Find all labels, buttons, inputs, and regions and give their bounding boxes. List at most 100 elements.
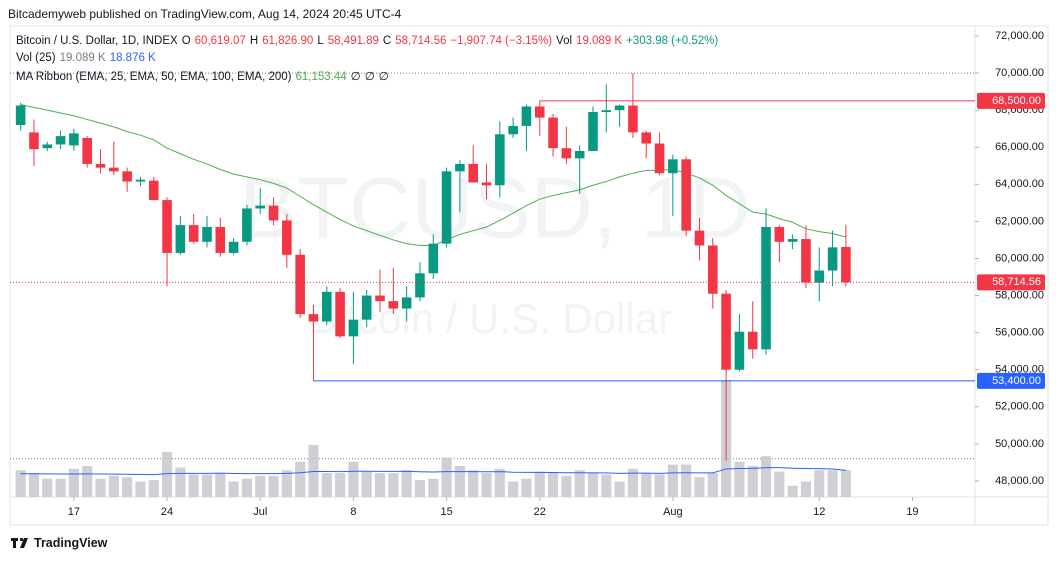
candle-body xyxy=(841,247,851,283)
volume-bar xyxy=(42,478,53,497)
volume-bar xyxy=(308,444,319,497)
candle-body xyxy=(774,226,785,242)
watermark-symbol: BTCUSD, 1D xyxy=(239,161,750,257)
volume-bar xyxy=(361,471,372,497)
volume-bar xyxy=(481,473,492,497)
candle-body xyxy=(135,179,146,182)
candle-body xyxy=(761,226,771,350)
volume-bar xyxy=(414,480,426,497)
volume-bar xyxy=(241,478,252,497)
logo-part xyxy=(19,537,24,542)
candle-body xyxy=(495,134,505,186)
candle-body xyxy=(814,270,825,283)
candle-body xyxy=(15,105,26,126)
candle-body xyxy=(242,208,252,242)
candle-body xyxy=(69,133,79,146)
volume-bar xyxy=(494,468,505,497)
candle-body xyxy=(534,106,545,118)
candle-body xyxy=(601,110,612,113)
candle-body xyxy=(109,167,119,172)
volume-bar xyxy=(401,470,412,497)
volume-bar xyxy=(468,470,479,497)
candle-body xyxy=(188,225,199,242)
x-tick-label: 22 xyxy=(534,506,546,518)
volume-bar xyxy=(255,475,266,497)
high: 61,826.90 xyxy=(262,35,314,47)
low: 58,491.89 xyxy=(327,35,379,47)
volume-bar xyxy=(201,474,213,497)
y-tick-label: 66,000.00 xyxy=(995,141,1044,153)
candle-body xyxy=(787,239,798,242)
price-tag xyxy=(977,372,1045,389)
candle-body xyxy=(95,163,106,168)
volume-bar xyxy=(108,475,119,497)
candle-body xyxy=(548,117,558,149)
price-tag xyxy=(977,274,1045,291)
volume-bar xyxy=(587,473,599,497)
volume-bar xyxy=(122,477,133,497)
vol-change: +303.98 (+0.52%) xyxy=(626,35,719,47)
volume-bar xyxy=(428,478,439,497)
candle-body xyxy=(441,171,452,244)
x-tick-label: 19 xyxy=(906,506,918,518)
volume-bar xyxy=(268,475,279,497)
legend-row: Vol (25) 19.089 K 18.876 K xyxy=(16,52,160,64)
volume-bar xyxy=(335,473,346,497)
volume-bar xyxy=(281,470,292,497)
candle-body xyxy=(734,331,745,370)
volume-ma-line xyxy=(20,467,846,476)
candle-body xyxy=(215,226,226,253)
x-tick-label: 8 xyxy=(350,506,356,518)
candle-body xyxy=(508,125,518,135)
candle-body xyxy=(455,163,465,172)
candle-body xyxy=(415,273,425,298)
volume-bar xyxy=(55,478,66,497)
candle-body xyxy=(295,254,305,315)
price-tag-label: 58,714.56 xyxy=(992,276,1041,288)
y-tick-label: 54,000.00 xyxy=(995,364,1044,376)
candle-body xyxy=(148,180,159,201)
volume-bar xyxy=(521,478,532,497)
y-tick-label: 52,000.00 xyxy=(995,401,1044,413)
publisher: Bitcademyweb published on TradingView.co… xyxy=(8,7,402,21)
candle-body xyxy=(268,205,279,221)
volume-bar xyxy=(388,473,399,497)
volume-bar xyxy=(135,481,146,497)
volume-bar xyxy=(454,465,465,497)
volume-bar xyxy=(774,471,785,497)
candle-body xyxy=(588,112,598,151)
volume-bar xyxy=(561,475,572,497)
candle-body xyxy=(55,136,66,145)
y-tick-label: 58,000.00 xyxy=(995,289,1044,301)
candle-body xyxy=(654,143,665,174)
candle-body xyxy=(335,291,345,337)
volume-bar xyxy=(215,473,226,497)
volume-bar xyxy=(15,470,26,497)
candle-body xyxy=(361,295,372,320)
candle-body xyxy=(428,243,439,274)
candle-body xyxy=(707,245,718,294)
candle-body xyxy=(574,150,585,159)
candle-body xyxy=(521,106,532,126)
x-tick-label: Jul xyxy=(253,506,267,518)
price-tag-label: 53,400.00 xyxy=(992,375,1041,387)
y-tick-label: 70,000.00 xyxy=(995,67,1044,79)
o-label: O xyxy=(181,35,191,47)
volume-bar xyxy=(188,474,199,497)
volume-bar xyxy=(734,461,745,497)
logo xyxy=(11,537,28,548)
y-tick-label: 56,000.00 xyxy=(995,327,1044,339)
volume-bar xyxy=(374,473,386,497)
vol-study-value: 19.089 K xyxy=(59,52,106,64)
legend-row: Bitcoin / U.S. Dollar, 1D, INDEX O 60,619.… xyxy=(16,35,722,47)
volume-bar xyxy=(681,464,692,497)
candle-body xyxy=(694,230,705,246)
close: 58,714.56 xyxy=(395,35,447,47)
volume-bar xyxy=(641,473,652,497)
logo-part xyxy=(13,538,16,548)
volume-bar xyxy=(614,481,625,497)
volume-bar xyxy=(82,465,93,497)
x-tick-label: Aug xyxy=(663,506,683,518)
candle-body xyxy=(827,247,838,271)
